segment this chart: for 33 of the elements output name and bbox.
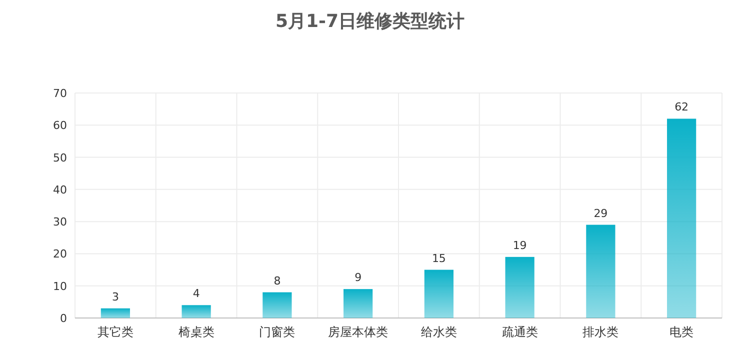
y-tick-label: 40 — [53, 183, 67, 196]
data-label: 8 — [274, 274, 281, 288]
x-tick-label: 门窗类 — [259, 325, 296, 339]
bar — [182, 305, 211, 318]
data-label: 15 — [432, 252, 446, 265]
bar — [100, 308, 130, 318]
data-label: 3 — [112, 290, 119, 304]
x-tick-label: 电类 — [670, 325, 694, 339]
data-label: 9 — [354, 271, 362, 284]
y-tick-label: 60 — [53, 119, 67, 132]
x-tick-label: 椅桌类 — [178, 325, 214, 339]
bar — [586, 224, 616, 318]
y-tick-label: 10 — [53, 280, 67, 293]
y-tick-label: 70 — [53, 87, 67, 100]
x-tick-label: 房屋本体类 — [328, 325, 388, 339]
x-tick-label: 疏通类 — [502, 325, 538, 339]
x-tick-label: 排水类 — [582, 325, 619, 339]
data-label: 62 — [674, 100, 689, 114]
x-tick-label: 给水类 — [420, 325, 457, 339]
y-tick-label: 0 — [60, 312, 67, 325]
bar — [344, 289, 373, 318]
y-tick-label: 50 — [53, 151, 67, 164]
chart-title: 5月1-7日维修类型统计 — [275, 11, 465, 32]
bar — [262, 292, 292, 318]
x-tick-label: 其它类 — [97, 325, 134, 339]
bar — [667, 118, 696, 318]
bar — [505, 256, 534, 318]
bar — [424, 270, 454, 318]
data-label: 29 — [594, 206, 608, 220]
y-tick-label: 30 — [53, 216, 67, 229]
data-label: 19 — [512, 238, 527, 252]
data-label: 4 — [192, 287, 200, 300]
y-tick-label: 20 — [53, 248, 67, 261]
